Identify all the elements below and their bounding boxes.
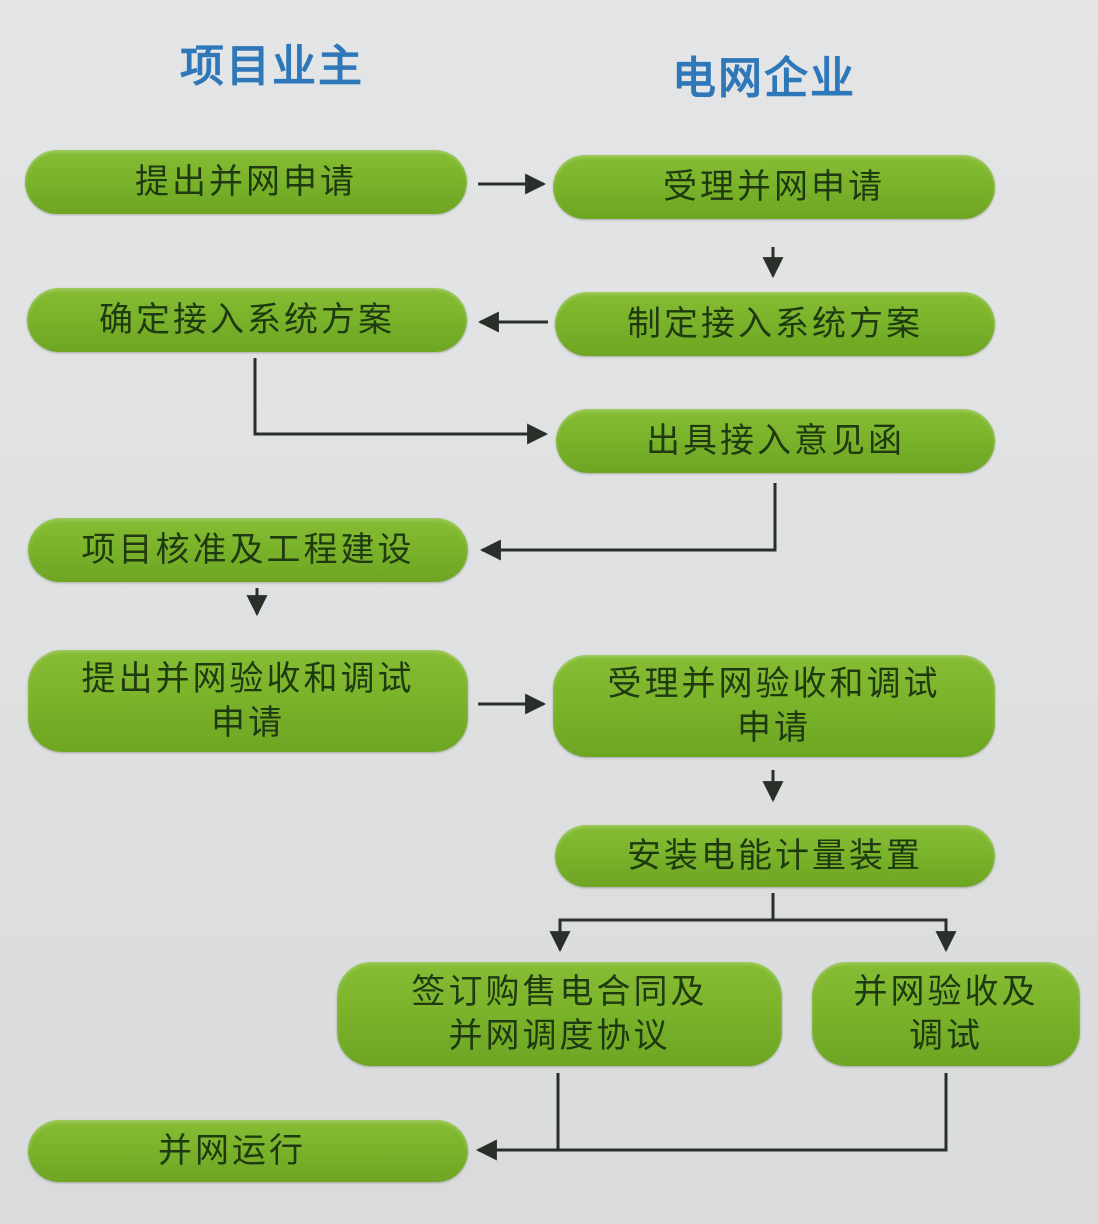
step-accept-acceptance-request: 受理并网验收和调试申请 [553,655,995,757]
step-label: 提出并网验收和调试申请 [81,659,415,743]
step-label: 确定接入系统方案 [99,300,395,340]
step-label: 安装电能计量装置 [627,836,923,876]
step-label: 并网验收及调试 [853,972,1039,1056]
step-sign-contract: 签订购售电合同及并网调度协议 [337,962,782,1066]
step-grid-operation: 并网运行 [28,1120,468,1182]
step-issue-opinion-letter: 出具接入意见函 [556,409,995,473]
step-approval-and-construction: 项目核准及工程建设 [28,518,468,582]
step-label: 受理并网申请 [663,167,885,207]
arrow-debug-to-operation [475,1073,948,1161]
step-label: 并网运行 [158,1131,306,1171]
step-label: 受理并网验收和调试申请 [607,664,941,748]
step-make-access-plan: 制定接入系统方案 [555,292,995,356]
step-label: 出具接入意见函 [646,421,905,461]
arrow-opinion-to-construction [479,483,777,561]
step-label: 提出并网申请 [135,162,357,202]
grid-company-header: 电网企业 [672,53,856,104]
step-confirm-access-plan: 确定接入系统方案 [27,288,467,352]
step-acceptance-and-debug: 并网验收及调试 [812,962,1080,1066]
arrow-meter-to-debug [773,918,957,953]
step-accept-application: 受理并网申请 [553,155,995,219]
arrow-confirm-to-opinion [253,358,549,445]
step-submit-acceptance-request: 提出并网验收和调试申请 [28,650,468,752]
arrow-meter-to-contract [549,893,775,953]
step-label: 制定接入系统方案 [627,304,923,344]
project-owner-header: 项目业主 [180,41,364,92]
step-submit-application: 提出并网申请 [25,150,467,214]
step-label: 项目核准及工程建设 [81,530,415,570]
step-label: 签订购售电合同及并网调度协议 [411,972,708,1056]
step-install-meter: 安装电能计量装置 [555,825,995,887]
